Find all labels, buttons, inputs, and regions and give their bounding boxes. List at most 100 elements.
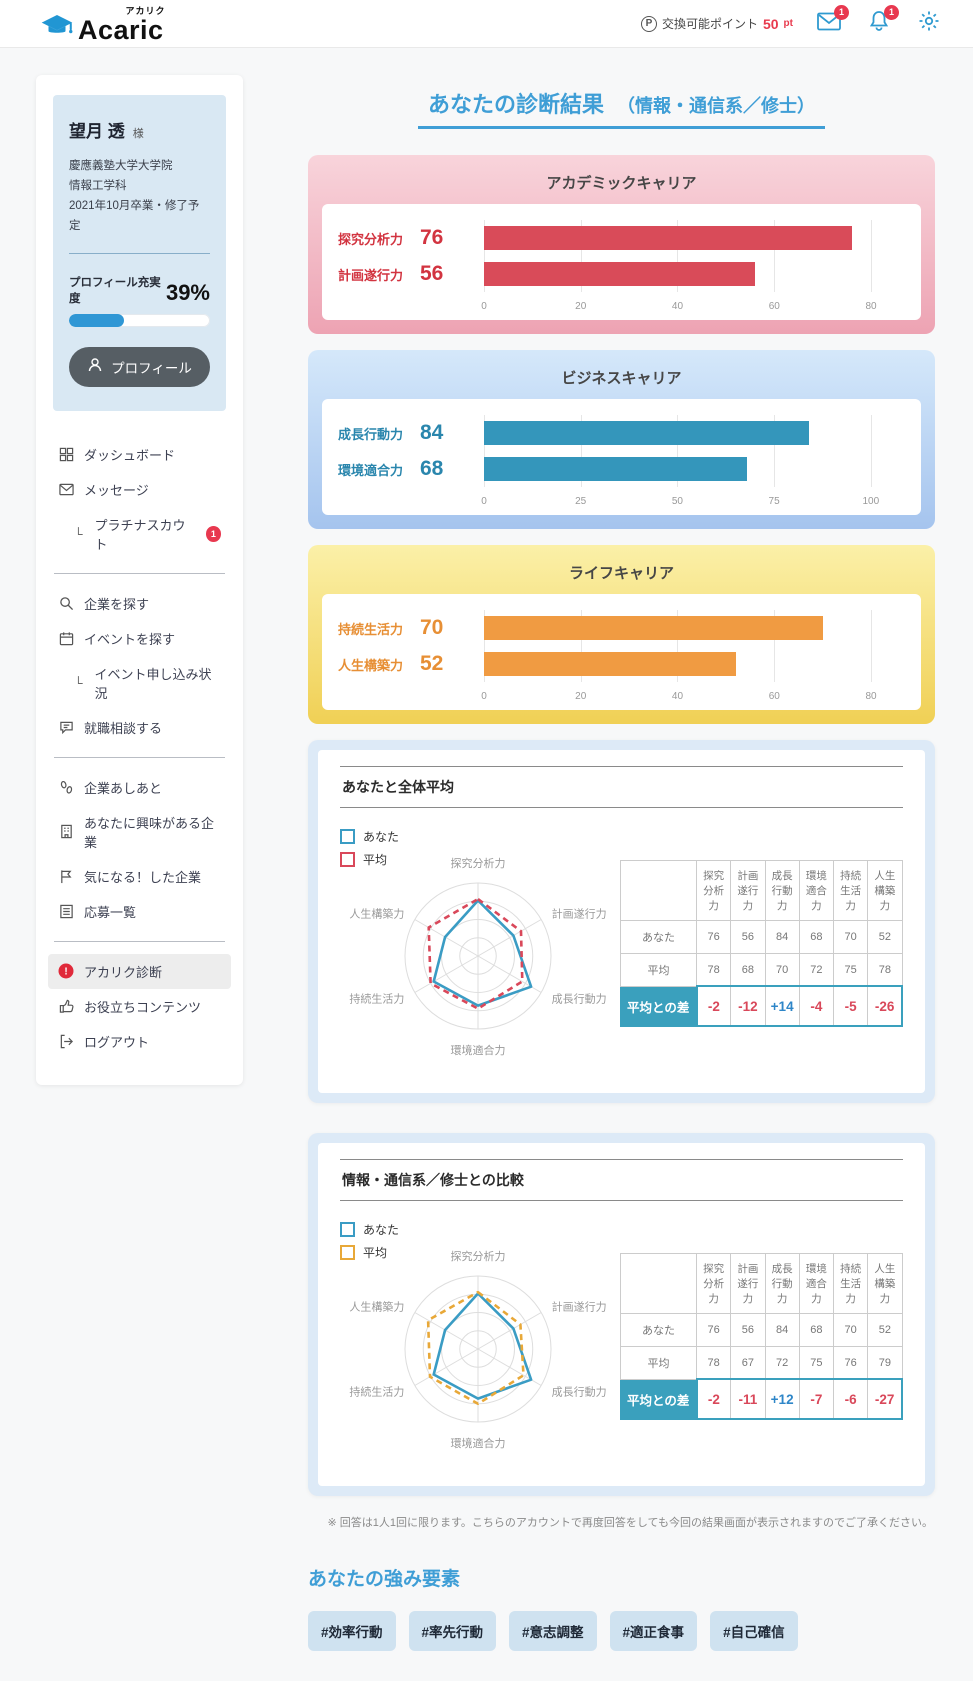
chat-icon	[58, 719, 74, 735]
table-cell: 68	[730, 952, 766, 987]
legend-label: あなた	[363, 1223, 400, 1237]
sidebar-item-label: ダッシュボード	[84, 447, 176, 463]
table-col-header: 成長行動力	[764, 859, 800, 921]
radar-axis-label: 成長行動力	[552, 992, 607, 1006]
gridline	[580, 220, 582, 292]
axis-tick: 25	[575, 496, 587, 507]
points-label: 交換可能ポイント	[661, 17, 758, 31]
sidebar-item-label: 応募一覧	[84, 904, 137, 920]
user-school: 慶應義塾大学大学院 情報工学科 2021年10月卒業・修了予定	[69, 160, 200, 233]
radar-axis-label: 人生構築力	[349, 907, 404, 921]
radar-axis-label: 計画遂行力	[552, 1300, 607, 1314]
sidebar-item-4[interactable]: 企業を探す	[48, 586, 231, 621]
bar-label: 環境適合力	[338, 462, 404, 478]
brand-logo[interactable]: Acaric アカリク	[40, 3, 165, 44]
legend-swatch	[340, 1222, 355, 1237]
legend-label: あなた	[363, 830, 400, 844]
list-icon	[58, 903, 74, 919]
sidebar-item-1[interactable]: メッセージ	[48, 472, 231, 507]
table-cell: 76	[695, 919, 732, 954]
sidebar-item-label: あなたに興味がある企業	[84, 815, 215, 850]
axis-tick: 20	[575, 691, 587, 702]
career-card-title: ビジネスキャリア	[561, 370, 682, 387]
table-cell: 68	[798, 919, 835, 954]
career-card-title: ライフキャリア	[568, 565, 674, 582]
nav-divider	[54, 572, 225, 574]
person-icon	[87, 357, 103, 376]
radar-legend: あなた 平均	[340, 828, 399, 868]
sidebar-item-14[interactable]: ! アカリク診断	[48, 953, 231, 989]
table-cell: 52	[867, 1312, 903, 1347]
diff-cell: -11	[730, 1378, 766, 1421]
radar-panel: あなたと全体平均 あなた 平均 探究分析力 計画遂行力 成長行動力 環境適合力 持続生活力 人生…	[318, 750, 925, 1093]
building-icon	[58, 824, 74, 840]
diff-cell: -2	[695, 1378, 732, 1421]
completion-progressbar	[69, 313, 210, 327]
alert-icon: !	[58, 963, 74, 979]
radar-axis-label: 人生構築力	[349, 1300, 404, 1314]
sidebar-item-0[interactable]: ダッシュボード	[48, 437, 231, 472]
sidebar-item-10[interactable]: あなたに興味がある企業	[48, 805, 231, 859]
table-col-header: 探究分析力	[695, 1252, 732, 1314]
bar	[484, 262, 755, 286]
profile-button[interactable]: プロフィール	[69, 346, 210, 387]
table-col-header: 持続生活力	[832, 859, 869, 921]
axis-tick: 60	[768, 691, 780, 702]
sidebar-item-9[interactable]: 企業あしあと	[48, 770, 231, 805]
gridline	[677, 610, 679, 682]
sidebar-item-12[interactable]: 応募一覧	[48, 894, 231, 929]
gridline	[484, 610, 485, 682]
radar-axis-label: 探究分析力	[451, 856, 506, 870]
notifications-button[interactable]: 1	[865, 4, 899, 38]
sidebar-item-15[interactable]: お役立ちコンテンツ	[48, 989, 231, 1024]
sidebar-item-5[interactable]: イベントを探す	[48, 621, 231, 656]
career-chart-panel: 成長行動力 84 環境適合力 68 0 25 50 75 100	[322, 399, 921, 515]
table-col-header: 成長行動力	[764, 1252, 800, 1314]
table-row-label: 平均	[620, 1345, 697, 1380]
table-corner	[620, 859, 697, 921]
table-cell: 72	[764, 1345, 800, 1380]
diff-cell: -6	[832, 1378, 869, 1421]
settings-button[interactable]	[915, 10, 943, 38]
gridline	[484, 220, 485, 292]
table-cell: 76	[832, 1345, 869, 1380]
legend-item: あなた	[340, 1221, 399, 1238]
points-unit: pt	[783, 18, 793, 29]
axis-tick: 0	[481, 496, 487, 507]
bar	[484, 457, 748, 481]
table-cell: 56	[730, 919, 766, 954]
calendar-icon	[58, 630, 74, 646]
completion-label: プロフィール充実度	[69, 276, 161, 305]
points-value: 50	[762, 15, 779, 32]
bar-label: 人生構築力	[338, 657, 404, 673]
messages-button[interactable]: 1	[815, 4, 849, 38]
radar-series-平均	[427, 897, 524, 1010]
table-row: あなた 76 56 84 68 70 52	[620, 1312, 903, 1347]
result-note: ※ 回答は1人1回に限ります。こちらのアカウントで再度回答をしても今回の結果画面…	[327, 1517, 933, 1529]
sidebar-item-label: 気になる！した企業	[84, 869, 202, 885]
bar-label: 探究分析力	[338, 231, 404, 247]
points-display: P 交換可能ポイント 50 pt	[640, 15, 793, 32]
table-col-header: 探究分析力	[695, 859, 732, 921]
axis-tick: 80	[865, 301, 877, 312]
thumb-icon	[58, 998, 74, 1014]
sidebar: 望月 透 様 慶應義塾大学大学院 情報工学科 2021年10月卒業・修了予定 プ…	[36, 75, 243, 1085]
sidebar-item-16[interactable]: ログアウト	[48, 1024, 231, 1059]
sidebar-item-11[interactable]: 気になる！した企業	[48, 859, 231, 894]
point-icon: P	[640, 15, 657, 32]
strength-tag: #意志調整	[509, 1611, 597, 1651]
bar-label: 成長行動力	[338, 426, 404, 442]
sidebar-item-label: イベント申し込み状況	[94, 666, 212, 701]
strength-tag: #適正食事	[609, 1611, 698, 1651]
axis-tick: 50	[671, 496, 683, 507]
sidebar-item-6[interactable]: └ イベント申し込み状況	[48, 656, 231, 710]
table-row-label: 平均	[620, 952, 697, 987]
sidebar-item-2[interactable]: └ プラチナスカウト 1	[48, 507, 231, 561]
gridline	[580, 610, 582, 682]
career-card: ライフキャリア 持続生活力 70 人生構築力 52 0 20 40 60 80	[308, 545, 935, 724]
user-name: 望月 透	[69, 122, 125, 141]
sidebar-item-7[interactable]: 就職相談する	[48, 710, 231, 745]
gridline	[871, 610, 873, 682]
mail-icon	[58, 481, 74, 497]
